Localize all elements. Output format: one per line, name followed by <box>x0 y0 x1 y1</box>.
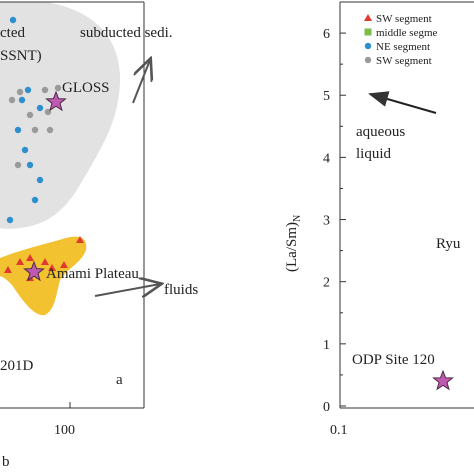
left-point-star-3-1 <box>23 260 45 282</box>
ylabel-sub: N <box>292 215 303 222</box>
left-point-circle-1-7 <box>46 126 54 134</box>
left-point-triangle-2-1 <box>16 258 24 265</box>
label-cted: cted <box>0 25 25 41</box>
label-ssnt: SSNT) <box>0 48 42 64</box>
legend-label-2: NE segment <box>376 41 430 53</box>
right-y-tick-label-0: 0 <box>323 400 330 415</box>
aqueous-arrow <box>368 91 437 114</box>
label-liquid: liquid <box>356 146 392 162</box>
right-marks <box>432 369 454 391</box>
legend-label-3: SW segment <box>376 55 432 67</box>
right-y-tick-label-4: 4 <box>323 151 330 166</box>
label-subducted: subducted sedi. <box>80 25 172 41</box>
yellow-field <box>0 236 87 316</box>
left-point-circle-0-8 <box>31 196 39 204</box>
left-point-circle-0-1 <box>18 96 26 104</box>
right-legend: SW segment middle segme NE segment SW segme… <box>364 13 438 67</box>
label-amami: Amami Plateau <box>46 266 139 282</box>
label-gloss: GLOSS <box>62 80 110 96</box>
legend-label-1: middle segme <box>376 27 438 39</box>
left-point-circle-0-0 <box>9 16 17 24</box>
left-point-circle-0-4 <box>36 104 44 112</box>
left-point-triangle-2-0 <box>4 266 12 273</box>
left-x-tick-label: 100 <box>54 423 75 438</box>
panel-letter-a: a <box>116 372 123 388</box>
label-201d: 201D <box>0 358 34 374</box>
left-point-triangle-2-4 <box>48 264 56 271</box>
grey-field <box>0 2 121 229</box>
left-point-circle-0-2 <box>24 86 32 94</box>
left-point-triangle-2-3 <box>41 258 49 265</box>
left-point-circle-1-4 <box>8 96 16 104</box>
left-panel: cted SSNT) subducted sedi. GLOSS Amami P… <box>0 1 198 470</box>
legend-label-0: SW segment <box>376 13 432 25</box>
left-point-triangle-2-2 <box>26 254 34 261</box>
left-point-circle-1-1 <box>41 86 49 94</box>
left-point-star-3-0 <box>45 90 67 112</box>
label-fluids: fluids <box>164 282 198 298</box>
left-point-circle-0-7 <box>36 176 44 184</box>
ylabel-main: (La/Sm) <box>284 222 300 272</box>
legend-marker-2 <box>364 42 372 50</box>
right-y-tick-label-6: 6 <box>323 27 330 42</box>
subducted-arrow <box>132 60 150 104</box>
left-point-circle-0-6 <box>26 161 34 169</box>
label-ryu: Ryu <box>436 236 461 252</box>
right-panel: 0 1 2 3 4 5 6 SW segment middle segme NE segment… <box>284 1 474 438</box>
label-aqueous: aqueous <box>356 124 405 140</box>
left-point-triangle-2-6 <box>76 236 84 243</box>
legend-marker-0 <box>364 14 372 21</box>
right-y-axis-label: (La/Sm)N <box>284 215 303 272</box>
left-point-circle-1-3 <box>54 84 62 92</box>
left-point-circle-0-3 <box>14 126 22 134</box>
right-x-tick-label: 0.1 <box>330 423 348 438</box>
left-point-circle-1-0 <box>16 88 24 96</box>
label-odp: ODP Site 120 <box>352 352 435 368</box>
odp-star <box>432 369 454 391</box>
left-marks <box>4 16 84 282</box>
left-point-circle-0-5 <box>21 146 29 154</box>
left-point-circle-1-6 <box>31 126 39 134</box>
right-y-tick-label-3: 3 <box>323 214 330 229</box>
right-y-tick-label-2: 2 <box>323 276 330 291</box>
left-x-axis-fragment: b <box>2 454 10 470</box>
legend-marker-1 <box>364 28 372 36</box>
right-axis-ticks: 0 1 2 3 4 5 6 <box>323 27 346 415</box>
left-point-circle-1-8 <box>14 161 22 169</box>
left-point-circle-1-5 <box>26 111 34 119</box>
left-point-triangle-2-5 <box>60 261 68 268</box>
legend-marker-3 <box>364 56 372 64</box>
left-point-circle-0-9 <box>6 216 14 224</box>
fluids-arrow <box>94 284 160 296</box>
right-y-tick-label-1: 1 <box>323 338 330 353</box>
right-y-tick-label-5: 5 <box>323 89 330 104</box>
